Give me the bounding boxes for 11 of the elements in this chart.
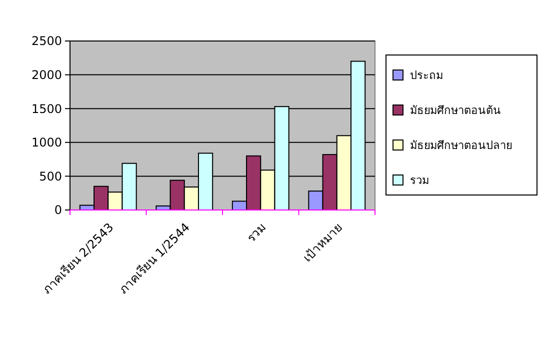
x-tick-label: รวม — [244, 220, 269, 245]
y-tick-label: 0 — [54, 203, 62, 218]
y-tick-label: 2500 — [31, 34, 62, 48]
y-tick-label: 1500 — [31, 102, 62, 116]
legend-label: มัธยมศึกษาตอนปลาย — [410, 138, 512, 152]
y-tick-label: 1000 — [31, 136, 62, 150]
legend-label: รวม — [410, 174, 429, 187]
y-tick-label: 500 — [39, 169, 62, 184]
legend-label: ประถม — [410, 68, 443, 82]
legend-label: มัธยมศึกษาตอนต้น — [410, 104, 501, 117]
y-tick-label: 2000 — [31, 68, 62, 82]
